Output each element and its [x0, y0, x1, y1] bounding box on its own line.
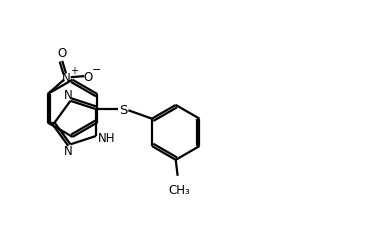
Text: O: O	[57, 47, 67, 60]
Text: +: +	[70, 65, 78, 75]
Text: NH: NH	[98, 132, 115, 145]
Text: CH₃: CH₃	[168, 183, 190, 196]
Text: O: O	[83, 70, 93, 83]
Text: S: S	[119, 103, 128, 116]
Text: N: N	[64, 88, 72, 101]
Text: N: N	[61, 72, 70, 85]
Text: −: −	[92, 65, 101, 75]
Text: N: N	[64, 145, 72, 158]
